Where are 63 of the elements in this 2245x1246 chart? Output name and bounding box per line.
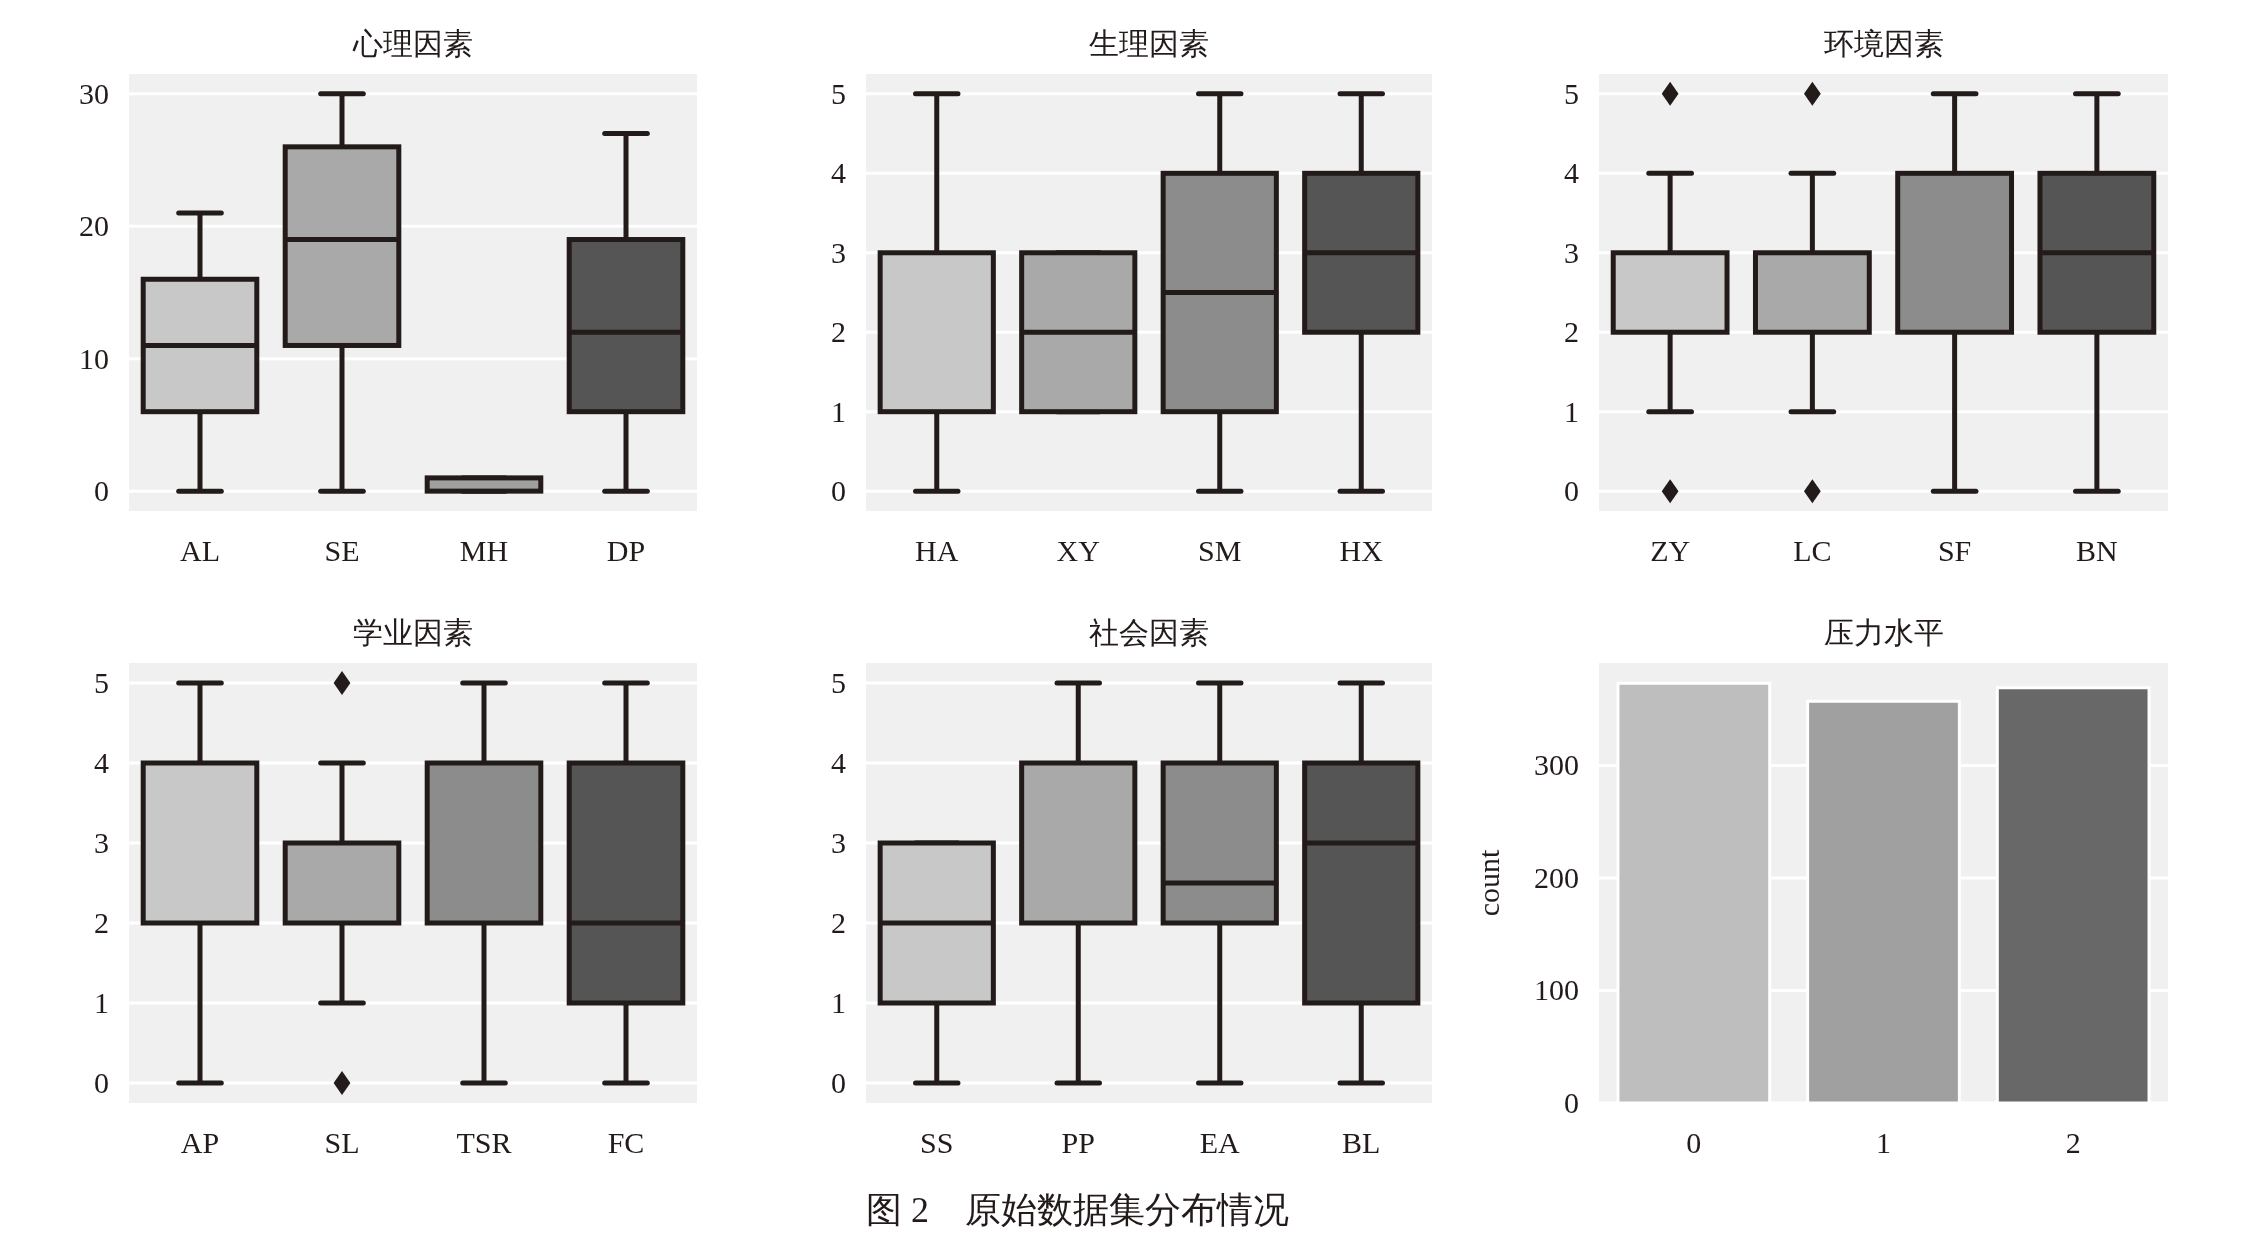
y-tick-label: 0	[1564, 474, 1579, 508]
y-tick-label: 1	[1564, 394, 1579, 428]
x-tick-label: HX	[1339, 534, 1384, 567]
x-tick-label: SE	[324, 534, 360, 567]
y-tick-label: 1	[831, 394, 846, 428]
y-tick-label: 2	[94, 906, 109, 939]
chart-title: 心理因素	[352, 27, 473, 60]
x-tick-label: SL	[324, 1126, 360, 1159]
y-tick-label: 0	[831, 474, 846, 508]
x-tick-label: LC	[1793, 534, 1832, 567]
y-tick-label: 5	[94, 666, 109, 699]
y-tick-label: 3	[831, 235, 846, 269]
y-tick-label: 10	[79, 341, 109, 375]
y-tick-label: 0	[94, 474, 109, 508]
y-tick-label: 3	[831, 826, 846, 859]
x-tick-label: SF	[1937, 534, 1972, 567]
caption: 图 2 原始数据集分布情况	[866, 1190, 1289, 1230]
y-tick-label: 200	[1534, 860, 1579, 894]
x-tick-label: XY	[1056, 534, 1100, 567]
x-tick-label: BN	[2076, 534, 2118, 567]
chart-title: 环境因素	[1823, 27, 1944, 60]
y-tick-label: 2	[1564, 315, 1579, 349]
x-tick-label: DP	[606, 534, 646, 567]
y-tick-label: 0	[1564, 1086, 1579, 1119]
y-tick-label: 4	[94, 746, 109, 779]
x-tick-label: 0	[1686, 1126, 1702, 1159]
y-tick-label: 0	[94, 1066, 109, 1099]
x-tick-label: AL	[180, 534, 220, 567]
chart-title: 生理因素	[1089, 27, 1209, 60]
x-tick-label: MH	[459, 534, 509, 567]
x-tick-label: FC	[607, 1126, 645, 1159]
x-tick-label: TSR	[456, 1126, 512, 1159]
y-tick-label: 2	[831, 906, 846, 939]
chart-title: 学业因素	[353, 616, 473, 649]
y-tick-label: 100	[1534, 973, 1579, 1007]
chart-title: 社会因素	[1089, 616, 1209, 649]
y-tick-label: 3	[94, 826, 109, 859]
y-tick-label: 30	[79, 76, 109, 110]
y-tick-label: 5	[1564, 76, 1579, 110]
y-axis-title: count	[1472, 849, 1505, 917]
y-tick-label: 1	[831, 986, 846, 1019]
y-tick-label: 5	[831, 666, 846, 699]
x-tick-label: HA	[915, 534, 959, 567]
y-tick-label: 4	[1564, 156, 1579, 190]
x-tick-label: EA	[1199, 1126, 1241, 1159]
x-tick-label: SS	[920, 1126, 954, 1159]
y-tick-label: 20	[79, 209, 109, 243]
x-tick-label: PP	[1061, 1126, 1095, 1159]
x-tick-label: AP	[180, 1126, 220, 1159]
y-tick-label: 4	[831, 746, 846, 779]
y-tick-label: 300	[1534, 748, 1579, 782]
y-tick-label: 2	[831, 315, 846, 349]
y-tick-label: 0	[831, 1066, 846, 1099]
x-tick-label: ZY	[1650, 534, 1691, 567]
x-tick-label: SM	[1198, 534, 1242, 567]
y-tick-label: 4	[831, 156, 846, 190]
y-tick-label: 1	[94, 986, 109, 1019]
x-tick-label: 1	[1876, 1126, 1891, 1159]
chart-title: 压力水平	[1823, 616, 1944, 649]
x-tick-label: BL	[1342, 1126, 1381, 1159]
x-tick-label: 2	[2065, 1126, 2081, 1159]
y-tick-label: 3	[1564, 235, 1579, 269]
y-tick-label: 5	[831, 76, 846, 110]
